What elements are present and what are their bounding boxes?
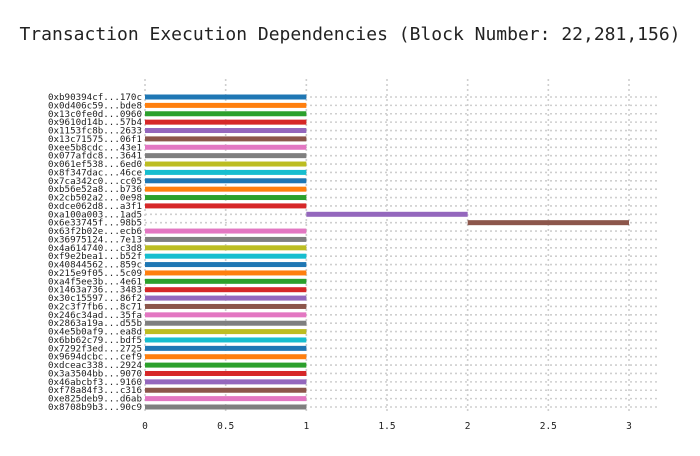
x-tick-label: 1.5 bbox=[378, 421, 395, 432]
transaction-bar bbox=[306, 211, 468, 217]
transaction-bar bbox=[145, 396, 307, 402]
transaction-label: 0x077afdc8...3641 bbox=[48, 151, 142, 162]
transaction-label: 0x13c0fe0d...0960 bbox=[48, 109, 142, 120]
transaction-bar bbox=[145, 312, 307, 318]
transaction-label: 0xb56e52a8...b736 bbox=[48, 184, 142, 195]
transaction-bar bbox=[145, 119, 307, 125]
transaction-bar bbox=[145, 161, 307, 167]
transaction-label: 0x246c34ad...35fa bbox=[48, 310, 142, 321]
x-tick-label: 3 bbox=[626, 421, 632, 432]
transaction-bar bbox=[145, 102, 307, 108]
transaction-bar bbox=[145, 278, 307, 284]
transaction-bar bbox=[145, 253, 307, 259]
chart-title: Transaction Execution Dependencies (Bloc… bbox=[19, 24, 680, 45]
x-tick-label: 2 bbox=[465, 421, 471, 432]
transaction-label: 0x1153fc8b...2633 bbox=[48, 126, 142, 137]
transaction-label: 0x8f347dac...46ce bbox=[48, 167, 142, 178]
transaction-bar bbox=[145, 320, 307, 326]
transaction-bar bbox=[145, 287, 307, 293]
transaction-bar bbox=[145, 387, 307, 393]
transaction-bar bbox=[145, 337, 307, 343]
transaction-bar bbox=[145, 379, 307, 385]
transaction-label: 0xdce062d8...a3f1 bbox=[48, 201, 142, 212]
transaction-bar bbox=[145, 128, 307, 134]
transaction-bar bbox=[145, 144, 307, 150]
transaction-label: 0x4e5b0af9...ea8d bbox=[48, 327, 142, 338]
transaction-label: 0x9610d14b...57b4 bbox=[48, 117, 143, 128]
transaction-bar bbox=[467, 220, 629, 226]
transaction-label: 0xb90394cf...170c bbox=[48, 92, 142, 103]
transaction-label: 0x30c15597...86f2 bbox=[48, 293, 142, 304]
transaction-label: 0x46abcbf3...9160 bbox=[48, 377, 142, 388]
transaction-bar bbox=[145, 178, 307, 184]
transaction-bar bbox=[145, 245, 307, 251]
transaction-label: 0x8708b9b3...90c9 bbox=[48, 402, 142, 413]
transaction-bar bbox=[145, 270, 307, 276]
x-tick-label: 1 bbox=[303, 421, 309, 432]
x-tick-label: 2.5 bbox=[540, 421, 557, 432]
transaction-label: 0x7292f3ed...2725 bbox=[48, 343, 142, 354]
transaction-label: 0xe825deb9...d6ab bbox=[48, 394, 142, 405]
transaction-bar bbox=[145, 203, 307, 209]
transaction-label: 0x2c3f7fb6...8c71 bbox=[48, 301, 142, 312]
transaction-bar bbox=[145, 362, 307, 368]
transaction-bar bbox=[145, 186, 307, 192]
transaction-label: 0xf9e2bea1...b52f bbox=[48, 251, 142, 262]
transaction-label: 0x7ca342c0...cc05 bbox=[48, 176, 142, 187]
transaction-label: 0x215e9f05...5c09 bbox=[48, 268, 142, 279]
transaction-label: 0x0d406c59...bde8 bbox=[48, 100, 142, 111]
transaction-bar bbox=[145, 169, 307, 175]
transaction-label: 0x36975124...7e13 bbox=[48, 234, 142, 245]
transaction-label: 0x63f2b02e...ecb6 bbox=[48, 226, 142, 237]
bars bbox=[145, 94, 629, 410]
transaction-bar bbox=[145, 94, 307, 100]
transaction-label: 0xf78a84f3...c316 bbox=[48, 385, 142, 396]
transaction-bar bbox=[145, 262, 307, 268]
transaction-label: 0x6bb62c79...bdf5 bbox=[48, 335, 142, 346]
transaction-bar bbox=[145, 136, 307, 142]
transaction-label: 0x2863a19a...d55b bbox=[48, 318, 142, 329]
transaction-label: 0x40844562...859c bbox=[48, 260, 142, 271]
transaction-label: 0xa100a003...1ad5 bbox=[48, 209, 142, 220]
transaction-label: 0x1463a736...3483 bbox=[48, 285, 142, 296]
transaction-bar bbox=[145, 111, 307, 117]
transaction-label: 0x3a3504bb...9070 bbox=[48, 368, 142, 379]
transaction-bar bbox=[145, 345, 307, 351]
transaction-bar bbox=[145, 236, 307, 242]
transaction-label: 0xdceac338...2924 bbox=[48, 360, 143, 371]
transaction-bar bbox=[145, 354, 307, 360]
transaction-bar bbox=[145, 370, 307, 376]
transaction-bar bbox=[145, 404, 307, 410]
transaction-label: 0xee5b8cdc...43e1 bbox=[48, 142, 142, 153]
transaction-label: 0x13c71575...06f1 bbox=[48, 134, 142, 145]
transaction-bar bbox=[145, 303, 307, 309]
transaction-bar bbox=[145, 153, 307, 159]
transaction-label: 0xa4f5ee3b...4e61 bbox=[48, 276, 142, 287]
transaction-label: 0x2cb502a2...0e98 bbox=[48, 193, 142, 204]
transaction-label: 0x061ef538...6ed0 bbox=[48, 159, 142, 170]
x-tick-label: 0 bbox=[142, 421, 148, 432]
transaction-label: 0x9694dcbc...cef9 bbox=[48, 352, 142, 363]
transaction-bar bbox=[145, 295, 307, 301]
x-tick-label: 0.5 bbox=[217, 421, 234, 432]
transaction-label: 0x6e33745f...98b5 bbox=[48, 218, 142, 229]
transaction-bar bbox=[145, 195, 307, 201]
x-tick-labels: 0 0.5 1 1.5 2 2.5 3 bbox=[142, 421, 632, 432]
transaction-bar bbox=[145, 329, 307, 335]
transaction-bar bbox=[145, 228, 307, 234]
transaction-label: 0x4a614740...c3d8 bbox=[48, 243, 142, 254]
y-tick-labels: 0xb90394cf...170c0x0d406c59...bde80x13c0… bbox=[48, 92, 143, 413]
